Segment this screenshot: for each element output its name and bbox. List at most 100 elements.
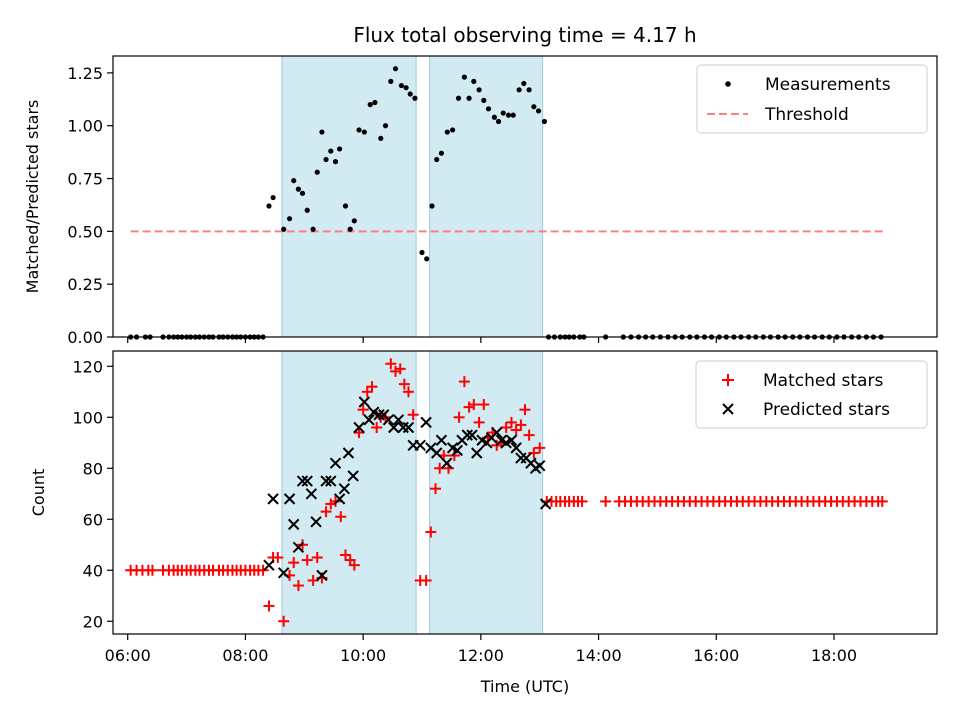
matched-star-point (473, 416, 485, 428)
x-axis-label: Time (UTC) (480, 677, 569, 696)
legend-matched-marker (722, 374, 734, 386)
matched-star-point (468, 399, 480, 411)
measurement-point (531, 104, 537, 110)
shaded-interval (429, 350, 544, 635)
measurement-point (319, 129, 325, 135)
x-tick-label: 10:00 (340, 646, 386, 665)
top-x-ticks (127, 337, 835, 343)
predicted-star-point (342, 447, 355, 459)
measurement-point (382, 123, 389, 129)
legend-matched-label: Matched stars (763, 371, 883, 391)
bottom-legend: Matched stars Predicted stars (695, 360, 928, 429)
top-legend-box (696, 64, 928, 134)
predicted-star-point (310, 516, 322, 528)
matched-star-point (339, 549, 351, 561)
matched-star-point (458, 376, 470, 388)
measurement-point (372, 99, 378, 106)
measurement-point (332, 159, 339, 165)
matched-star-point (398, 378, 410, 390)
measurement-point (392, 66, 399, 72)
measurement-point (299, 190, 306, 196)
x-tick-label: 16:00 (693, 646, 739, 665)
matched-star-point (371, 421, 383, 433)
measurement-point (485, 106, 492, 112)
predicted-star-point (491, 426, 503, 439)
top-y-tick-label: 1.25 (67, 64, 103, 83)
predicted-star-point (510, 442, 522, 454)
predicted-star-point (451, 444, 464, 457)
predicted-star-point (435, 434, 448, 446)
top-panel: 0.00 0.25 0.50 0.75 1.00 1.25 Matched/Predict… (23, 55, 938, 347)
x-tick-label: 06:00 (105, 646, 151, 665)
predicted-star-point (325, 475, 337, 487)
legend-measurements-marker (725, 81, 731, 87)
matched-star-point (394, 363, 406, 375)
matched-star-point (430, 483, 442, 495)
matched-star-point (288, 557, 300, 569)
matched-star-point (385, 358, 397, 370)
measurement-point (495, 118, 502, 125)
matched-star-point (876, 495, 888, 507)
matched-star-point (335, 511, 347, 523)
bottom-legend-box (695, 360, 928, 429)
measurement-point (541, 118, 548, 125)
predicted-star-point (301, 475, 313, 487)
predicted-star-point (363, 414, 375, 426)
measurement-point (403, 85, 409, 91)
legend-threshold-label: Threshold (764, 105, 849, 125)
top-y-tick-label: 0.25 (67, 275, 103, 294)
x-tick-label: 08:00 (222, 646, 268, 665)
measurement-point (356, 127, 362, 133)
predicted-star-point (316, 569, 328, 582)
measurement-point (510, 112, 516, 118)
measurement-point (521, 80, 527, 87)
measurement-point (270, 194, 276, 201)
measurement-point (471, 78, 477, 84)
predicted-star-points (263, 396, 552, 582)
legend-predicted-marker (722, 403, 734, 415)
measurement-point (429, 203, 435, 209)
legend-predicted-label: Predicted stars (763, 400, 890, 420)
measurement-point (367, 101, 373, 108)
measurement-point (450, 127, 456, 133)
matched-star-point (325, 498, 337, 510)
matched-star-point (420, 574, 432, 586)
x-tick-label: 14:00 (576, 646, 622, 665)
matched-star-point (425, 526, 437, 538)
top-legend: Measurements Threshold (696, 64, 928, 134)
measurement-point (398, 82, 404, 89)
matched-star-point (515, 419, 527, 431)
matched-star-point (463, 401, 475, 413)
measurement-point (314, 169, 320, 175)
predicted-star-point (277, 567, 290, 579)
measurement-point (505, 112, 512, 118)
top-shaded-intervals (281, 55, 544, 338)
measurement-point (412, 95, 418, 101)
measurement-point (328, 148, 334, 154)
predicted-star-point (373, 409, 385, 421)
predicted-star-point (305, 488, 318, 500)
measurement-point (266, 203, 272, 209)
matched-star-point (257, 564, 269, 576)
bottom-y-tick-label: 80 (83, 459, 103, 478)
predicted-star-point (505, 434, 518, 446)
measurement-point (444, 129, 450, 135)
matched-star-point (146, 564, 158, 576)
predicted-star-point (267, 493, 279, 505)
measurement-point (424, 256, 430, 262)
measurement-point (378, 135, 384, 141)
matched-star-point (390, 365, 402, 377)
bottom-y-ticks: 20 40 60 80 100 120 (72, 357, 113, 631)
matched-star-point (272, 552, 284, 564)
bottom-y-axis-label: Count (29, 469, 48, 517)
measurement-point (291, 178, 297, 184)
bottom-panel: 20 40 60 80 100 120 06:00 08:00 10:00 12:00 14:00… (29, 350, 938, 696)
matched-star-point (353, 427, 365, 439)
predicted-star-point (283, 493, 296, 505)
predicted-star-point (320, 475, 332, 487)
measurement-point (407, 91, 413, 97)
matched-star-point (307, 574, 319, 586)
matched-star-point (320, 506, 332, 518)
predicted-star-point (539, 498, 552, 510)
predicted-star-point (461, 429, 474, 441)
